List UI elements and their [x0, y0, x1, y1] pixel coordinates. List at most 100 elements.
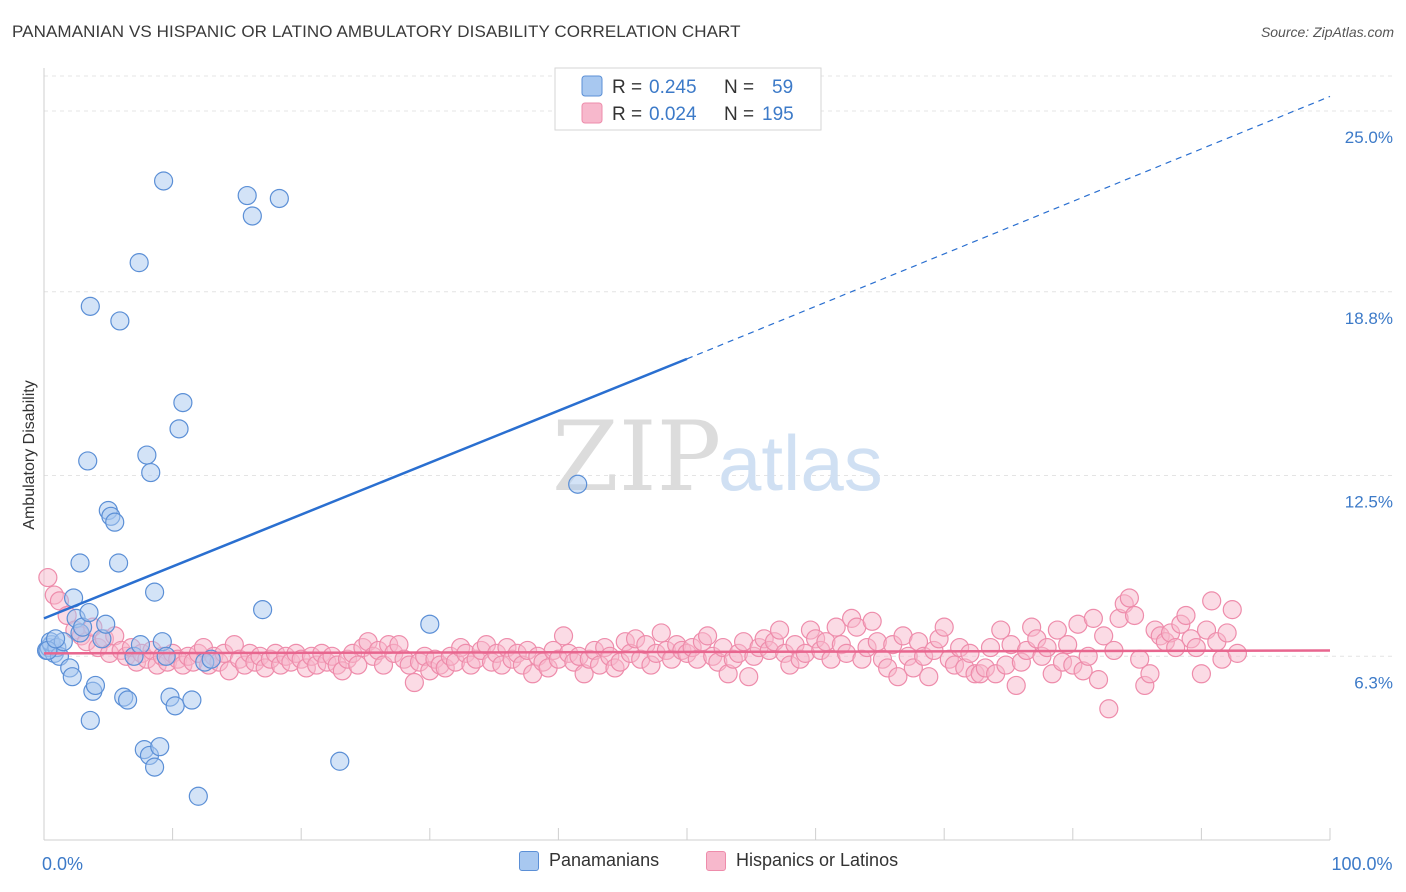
x-tick-label: 100.0%: [1331, 854, 1392, 874]
panamanian-point: [182, 690, 202, 710]
hispanic-point: [919, 667, 939, 687]
legend-pink-n-label: N =: [724, 104, 754, 125]
panamanian-point: [150, 737, 170, 757]
legend-pink-r-value: 0.024: [649, 104, 697, 125]
panamanian-point: [70, 553, 90, 573]
hispanic-point: [1140, 664, 1160, 684]
watermark: ZIP atlas: [552, 401, 883, 513]
hispanic-point: [739, 667, 759, 687]
legend-label-hispanics: Hispanics or Latinos: [736, 850, 899, 870]
hispanic-point: [348, 655, 368, 675]
watermark-atlas: atlas: [718, 419, 883, 507]
panamanian-point: [144, 757, 165, 777]
hispanic-point: [1047, 620, 1067, 640]
panamanian-point: [141, 462, 161, 483]
legend-blue-n-value: 59: [772, 77, 793, 98]
y-axis-label: Ambulatory Disability: [21, 380, 38, 529]
legend-item-panamanians[interactable]: Panamanians: [519, 850, 659, 871]
panamanian-point: [117, 690, 138, 710]
panamanian-trend-line: [43, 357, 688, 620]
legend-item-hispanics[interactable]: Hispanics or Latinos: [706, 850, 898, 871]
hispanic-point: [826, 617, 846, 637]
y-tick-label: 25.0%: [1345, 128, 1393, 147]
hispanic-point: [888, 667, 908, 687]
panamanian-point: [80, 710, 100, 731]
hispanic-point: [651, 623, 671, 643]
panamanian-point: [137, 445, 157, 465]
panamanian-point: [144, 582, 165, 602]
panamanian-point: [79, 602, 99, 623]
panamanian-point: [108, 553, 129, 573]
hispanic-point: [404, 672, 424, 693]
hispanic-point: [1217, 623, 1237, 643]
hispanic-point: [991, 620, 1011, 640]
legend-blue-swatch: [581, 75, 603, 97]
panamanian-point: [96, 614, 116, 634]
hispanic-point: [1006, 675, 1026, 696]
panamanian-point: [110, 311, 130, 331]
hispanic-point: [1202, 591, 1222, 611]
hispanic-point: [1222, 600, 1242, 620]
panamanians-swatch: [519, 850, 539, 871]
hispanic-point: [1119, 588, 1139, 608]
panamanian-trend-extension: [686, 95, 1331, 360]
legend-pink-n-value: 195: [762, 104, 794, 125]
legend-label-panamanians: Panamanians: [549, 850, 660, 870]
panamanian-point: [173, 392, 193, 413]
source-label: Source: ZipAtlas.com: [1260, 24, 1394, 40]
watermark-zip: ZIP: [552, 401, 721, 513]
axes: 6.3% 12.5% 18.8% 25.0% 0.0% 100.0%: [42, 68, 1393, 874]
panamanian-point: [201, 649, 221, 669]
trend-lines: [43, 95, 1331, 655]
hispanic-point: [769, 620, 790, 640]
hispanic-point: [1124, 605, 1145, 626]
legend-blue-n-label: N =: [724, 77, 754, 98]
x-tick-label: 0.0%: [42, 854, 83, 874]
hispanic-point: [1186, 637, 1206, 658]
hispanic-point: [1058, 635, 1078, 655]
panamanian-point: [169, 419, 189, 439]
panamanian-point: [130, 635, 151, 655]
hispanic-point: [1191, 664, 1212, 684]
hispanics-swatch: [706, 850, 726, 871]
y-tick-label: 6.3%: [1354, 673, 1393, 692]
hispanic-point: [38, 567, 58, 588]
hispanic-points: [38, 567, 1248, 719]
hispanic-point: [960, 643, 980, 663]
y-tick-label: 12.5%: [1345, 492, 1393, 511]
hispanic-point: [1037, 637, 1057, 658]
hispanic-trend-line: [43, 649, 1331, 655]
hispanic-point: [934, 617, 954, 637]
panamanian-point: [420, 614, 440, 634]
panamanian-point: [129, 253, 149, 273]
legend-bottom: Panamanians Hispanics or Latinos: [0, 850, 1406, 880]
panamanian-points: [36, 171, 588, 806]
hispanic-point: [980, 637, 1001, 658]
legend-top: R = 0.245 N = 59 R = 0.024 N = 195: [554, 67, 822, 131]
legend-pink-r-label: R =: [612, 104, 642, 125]
panamanian-point: [568, 474, 588, 494]
panamanian-point: [45, 629, 66, 649]
legend-blue-r-label: R =: [612, 77, 642, 98]
panamanian-point: [80, 296, 100, 316]
legend-blue-r-value: 0.245: [649, 77, 697, 98]
panamanian-point: [269, 188, 289, 209]
panamanian-point: [78, 451, 98, 471]
hispanic-point: [1088, 670, 1109, 690]
panamanian-point: [242, 206, 262, 226]
panamanian-point: [253, 600, 273, 620]
panamanian-point: [153, 171, 174, 191]
legend-pink-swatch: [581, 102, 603, 124]
panamanian-point: [62, 667, 82, 687]
hispanic-point: [1094, 626, 1114, 646]
panamanian-point: [330, 751, 350, 771]
hispanic-point: [697, 626, 718, 646]
panamanian-point: [85, 675, 106, 696]
hispanic-point: [1227, 643, 1248, 663]
y-tick-label: 18.8%: [1345, 309, 1393, 328]
panamanian-point: [188, 786, 208, 806]
grid-lines: [44, 75, 1392, 657]
hispanic-point: [1099, 699, 1119, 719]
chart-title: PANAMANIAN VS HISPANIC OR LATINO AMBULAT…: [12, 22, 741, 41]
